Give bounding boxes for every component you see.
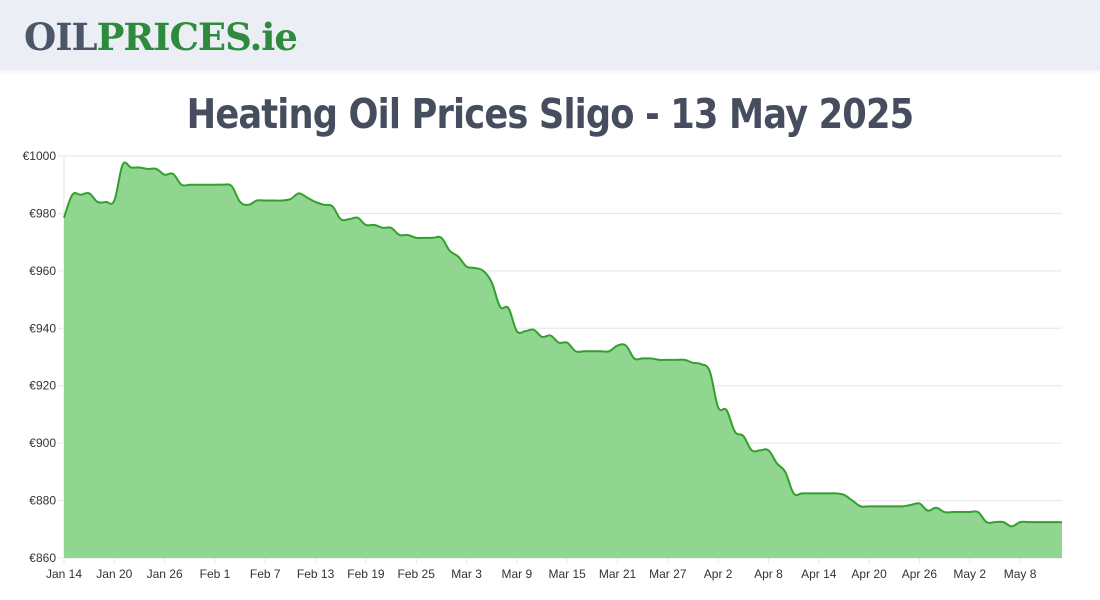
y-tick-label: €860 xyxy=(29,551,56,565)
x-axis: Jan 14 Jan 20 Jan 26 Feb 1 Feb 7 Feb 13 Feb 19… xyxy=(46,567,1037,581)
y-axis: €860 €880 €900 €920 €940 €960 €980 €1000 xyxy=(23,149,57,565)
site-logo[interactable]: OILPRICES.ie xyxy=(24,14,298,60)
x-tick-label: May 2 xyxy=(953,567,986,581)
y-tick-label: €880 xyxy=(29,494,56,508)
x-tick-label: Feb 19 xyxy=(347,567,385,581)
x-tick-label: Jan 14 xyxy=(46,567,82,581)
x-tick-label: Mar 15 xyxy=(549,567,587,581)
x-tick-label: Mar 27 xyxy=(649,567,687,581)
x-tick-label: Apr 14 xyxy=(801,567,837,581)
logo-ie-text: .ie xyxy=(249,15,298,59)
x-tick-label: May 8 xyxy=(1004,567,1037,581)
x-tick-label: Mar 21 xyxy=(599,567,637,581)
x-tick-label: Jan 20 xyxy=(96,567,132,581)
x-tick-label: Feb 1 xyxy=(200,567,231,581)
logo-oil-text: OIL xyxy=(24,15,98,59)
x-tick-label: Mar 9 xyxy=(502,567,533,581)
price-line xyxy=(63,161,1062,528)
x-tick-label: Apr 26 xyxy=(902,567,938,581)
x-tick-label: Feb 13 xyxy=(297,567,335,581)
y-tick-label: €960 xyxy=(29,264,56,278)
x-tick-label: Apr 8 xyxy=(754,567,783,581)
price-chart: €860 €880 €900 €920 €940 €960 €980 €1000 Jan 14… xyxy=(23,149,1062,581)
logo-prices-text: PRICES xyxy=(96,15,251,59)
x-tick-label: Apr 20 xyxy=(851,567,887,581)
price-area-fill xyxy=(64,162,1062,559)
y-tick-label: €920 xyxy=(29,379,56,393)
x-tick-label: Mar 3 xyxy=(451,567,482,581)
site-header: OILPRICES.ie xyxy=(0,0,1100,70)
y-tick-label: €1000 xyxy=(23,149,57,163)
x-tick-label: Feb 7 xyxy=(250,567,281,581)
y-tick-label: €940 xyxy=(29,321,56,335)
page-title: Heating Oil Prices Sligo - 13 May 2025 xyxy=(186,90,915,138)
x-tick-label: Jan 26 xyxy=(147,567,183,581)
y-tick-label: €980 xyxy=(29,206,56,220)
x-tick-label: Feb 25 xyxy=(398,567,436,581)
x-tick-label: Apr 2 xyxy=(704,567,733,581)
y-tick-label: €900 xyxy=(29,436,56,450)
